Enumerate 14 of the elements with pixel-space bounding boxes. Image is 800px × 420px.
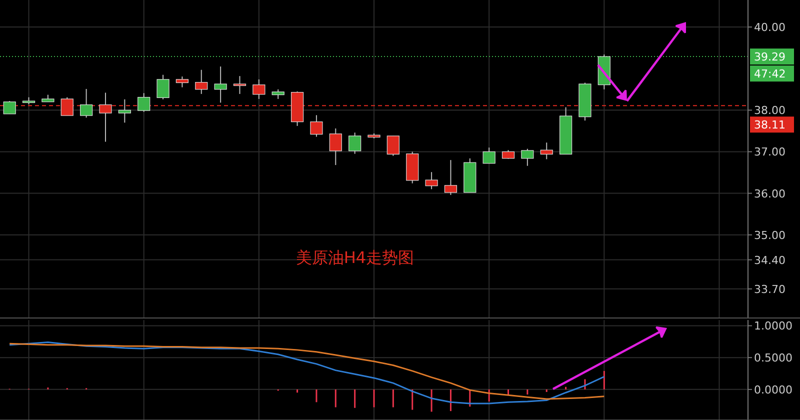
y-tick-label: 0.5000: [754, 352, 792, 365]
y-tick-label: 34.40: [754, 254, 786, 267]
y-tick-label: 0.0000: [754, 383, 792, 396]
y-tick-label: 40.00: [754, 21, 786, 34]
ref-line-label: 39.29: [754, 50, 786, 64]
y-tick-label: 37.00: [754, 146, 786, 159]
ref-line-label: 38.11: [754, 118, 786, 132]
y-tick-label: 33.70: [754, 282, 786, 296]
y-tick-label: 1.0000: [754, 320, 792, 333]
y-tick-label: 35.00: [754, 228, 786, 242]
y-tick-label: 36.00: [754, 187, 786, 200]
annotation: 美原油H4走势图: [296, 248, 414, 267]
text: 47:42: [754, 68, 786, 81]
y-tick-label: 38.00: [754, 104, 786, 118]
